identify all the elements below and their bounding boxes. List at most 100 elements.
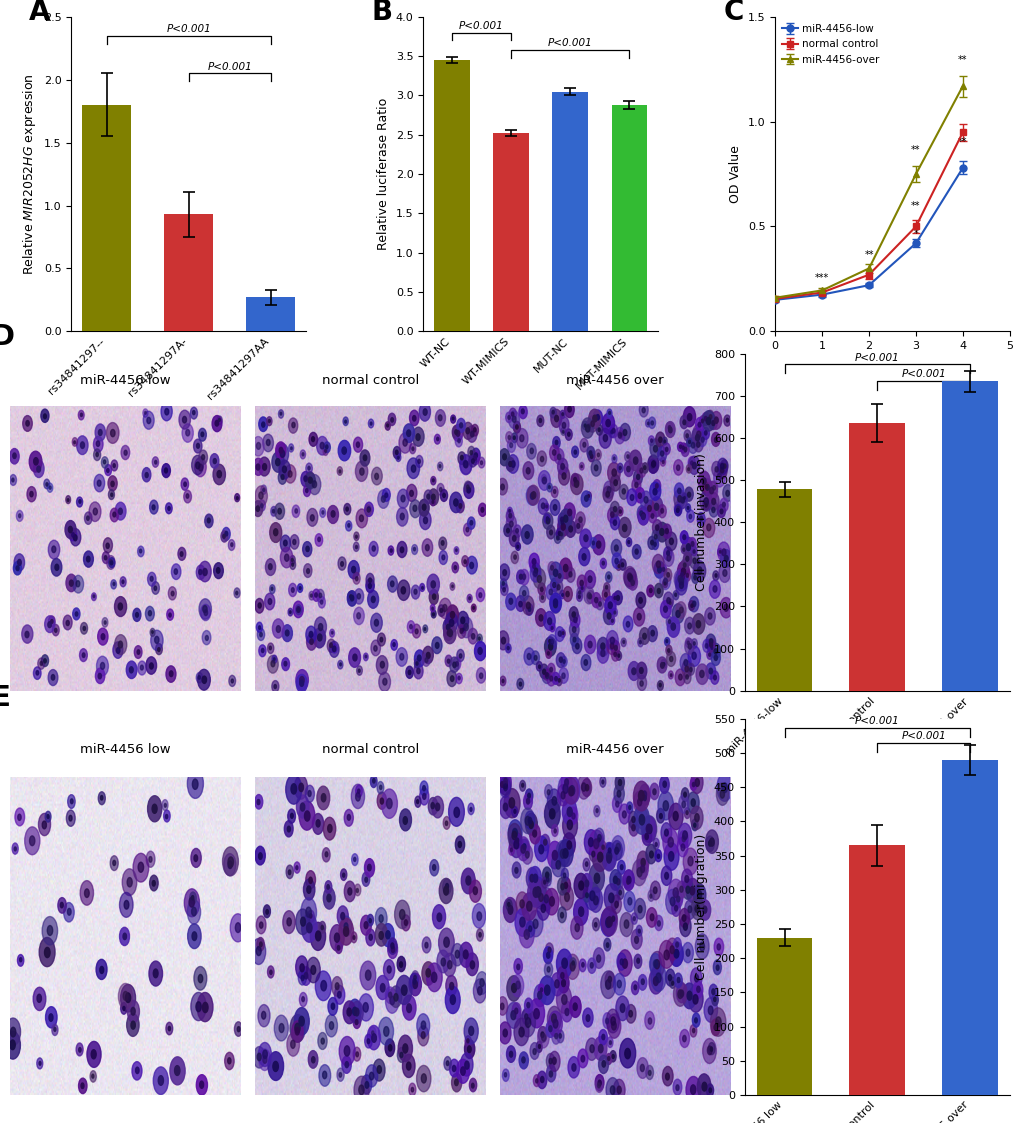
Circle shape <box>701 477 705 485</box>
Circle shape <box>255 599 264 613</box>
Circle shape <box>605 492 608 497</box>
Circle shape <box>256 464 260 471</box>
Circle shape <box>423 647 433 664</box>
Circle shape <box>512 806 517 818</box>
Circle shape <box>566 955 579 979</box>
Circle shape <box>403 816 407 824</box>
Circle shape <box>709 643 714 652</box>
Circle shape <box>284 661 286 666</box>
Circle shape <box>641 791 648 805</box>
Circle shape <box>707 493 718 510</box>
Circle shape <box>191 993 206 1021</box>
Circle shape <box>578 548 589 566</box>
Circle shape <box>540 988 542 992</box>
Circle shape <box>544 985 549 995</box>
Circle shape <box>637 675 646 691</box>
Circle shape <box>78 410 84 420</box>
Text: D: D <box>0 322 14 350</box>
Circle shape <box>693 641 695 645</box>
Circle shape <box>551 796 556 805</box>
Circle shape <box>470 807 472 812</box>
Circle shape <box>234 1022 243 1037</box>
Circle shape <box>603 481 613 499</box>
Circle shape <box>503 524 511 537</box>
Circle shape <box>661 460 663 464</box>
Circle shape <box>697 512 704 526</box>
Circle shape <box>528 608 530 611</box>
Circle shape <box>418 1025 428 1046</box>
Circle shape <box>709 1007 726 1037</box>
Circle shape <box>289 535 299 549</box>
Circle shape <box>605 1078 619 1102</box>
Circle shape <box>661 567 664 572</box>
Circle shape <box>528 818 531 824</box>
Circle shape <box>122 581 124 584</box>
Circle shape <box>331 631 333 634</box>
Circle shape <box>533 1049 536 1054</box>
Circle shape <box>639 681 643 686</box>
Circle shape <box>527 654 530 659</box>
Circle shape <box>689 886 694 895</box>
Circle shape <box>520 1008 535 1037</box>
Circle shape <box>371 640 380 656</box>
Circle shape <box>350 595 352 599</box>
Circle shape <box>539 664 548 678</box>
Circle shape <box>135 646 142 658</box>
Circle shape <box>360 961 375 990</box>
Text: **: ** <box>957 55 967 65</box>
Circle shape <box>611 469 615 476</box>
Circle shape <box>613 652 615 657</box>
Circle shape <box>122 869 137 896</box>
Circle shape <box>279 1023 283 1032</box>
Circle shape <box>648 1017 651 1024</box>
Circle shape <box>152 457 159 467</box>
Circle shape <box>425 658 428 663</box>
Circle shape <box>268 1052 283 1080</box>
Circle shape <box>557 776 573 803</box>
Circle shape <box>353 1047 361 1061</box>
Circle shape <box>594 828 603 847</box>
Circle shape <box>258 1005 270 1026</box>
Circle shape <box>555 860 560 869</box>
Circle shape <box>277 509 281 514</box>
Circle shape <box>430 497 435 505</box>
Circle shape <box>532 558 535 565</box>
Circle shape <box>711 462 720 476</box>
Circle shape <box>648 510 656 523</box>
Circle shape <box>323 887 335 910</box>
Circle shape <box>44 659 46 663</box>
Circle shape <box>300 681 304 686</box>
Circle shape <box>540 456 543 462</box>
Circle shape <box>549 563 561 583</box>
Circle shape <box>162 800 168 811</box>
Circle shape <box>187 769 203 798</box>
Circle shape <box>338 469 340 473</box>
Circle shape <box>660 823 672 842</box>
Circle shape <box>539 593 545 603</box>
Circle shape <box>453 807 459 818</box>
Circle shape <box>686 544 690 550</box>
Circle shape <box>590 962 593 968</box>
Circle shape <box>457 649 464 661</box>
Circle shape <box>409 444 416 454</box>
Circle shape <box>447 629 451 637</box>
Circle shape <box>611 1022 615 1030</box>
Circle shape <box>621 638 626 647</box>
Circle shape <box>678 674 682 681</box>
Circle shape <box>317 786 329 810</box>
Circle shape <box>674 483 683 499</box>
Circle shape <box>464 623 468 631</box>
Circle shape <box>665 969 675 986</box>
Circle shape <box>587 416 597 432</box>
Circle shape <box>287 809 296 823</box>
Circle shape <box>677 493 687 509</box>
Circle shape <box>437 462 442 471</box>
Circle shape <box>673 892 682 907</box>
Circle shape <box>669 897 675 906</box>
Circle shape <box>423 409 427 416</box>
Circle shape <box>600 909 615 937</box>
Circle shape <box>549 408 555 418</box>
Circle shape <box>338 919 354 946</box>
Circle shape <box>110 856 118 870</box>
Circle shape <box>318 1032 327 1050</box>
